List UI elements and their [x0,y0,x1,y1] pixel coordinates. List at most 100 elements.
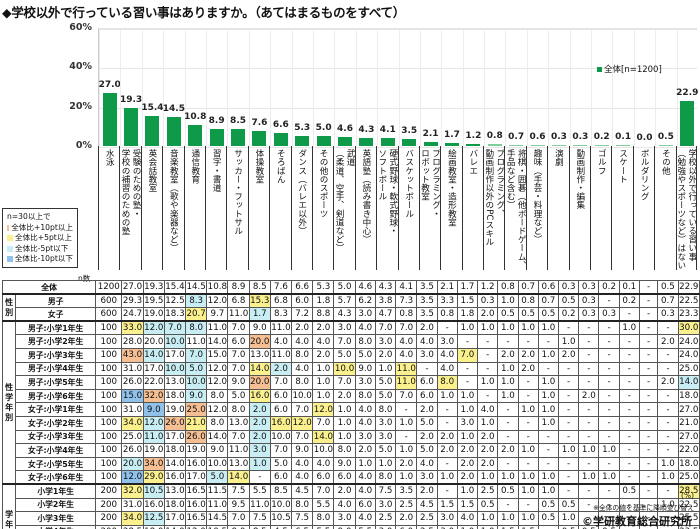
legend-swatch-icon [597,66,602,72]
bar [231,129,246,146]
table-cell: 5.0 [206,470,229,485]
table-cell: - [598,293,620,309]
table-cell: 17.0 [163,429,187,445]
table-cell: 5.3 [312,280,335,295]
table-cell: 8.0 [206,388,229,404]
bar-value-label: 7.6 [251,118,268,129]
table-cell: 3.0 [374,497,397,513]
bar-slot: 8.5 [227,29,248,146]
table-cell: 4.0 [477,402,499,417]
table-cell: 1.0 [248,456,271,472]
table-cell: 2.0 [312,347,335,363]
highlight-legend-label: 全体比+5pt以上 [15,233,72,242]
table-cell: 7.0 [291,429,314,445]
table-cell: - [618,375,640,390]
table-cell: 0.5 [657,280,679,295]
copyright: ©学研教育総合研究所 [582,515,692,528]
table-cell: 3.0 [374,334,397,349]
table-cell: 27.0 [677,402,700,417]
table-cell: 0.7 [657,293,679,309]
table-cell: 0.8 [517,293,539,309]
table-cell: 1.0 [657,470,679,485]
table-cell: 8.0 [436,375,458,390]
table-cell: 2.5 [416,511,438,526]
bar-value-label: 0.8 [486,131,503,142]
table-cell: 12.0 [185,524,208,529]
table-cell: 29.0 [142,470,165,485]
n-count: 100 [95,443,123,458]
table-cell: 6.2 [354,293,376,309]
bar-value-label: 19.3 [119,95,143,106]
bar [188,124,203,146]
category-label: そろばん [269,146,290,270]
table-cell: 7.0 [227,511,250,526]
table-cell: 6.0 [312,470,335,485]
bar-value-label: 10.8 [184,111,207,122]
table-cell: 1.0 [477,511,499,526]
table-cell: - [557,415,580,431]
category-label-text: 受験のための塾・ [131,149,142,218]
table-cell: 7.0 [269,375,293,390]
table-cell: 0.3 [598,307,620,322]
table-cell: 3.5 [416,293,438,309]
n-count: 1200 [95,280,123,295]
table-row: 女子:小学4年生 100 26.0 19.0 18.0 19.0 9.0 11.0 3.0 7.0… [3,443,700,458]
table-cell: 31.0 [121,497,144,513]
group-label: 性別 [1,293,17,322]
category-label: 武道 （柔道、空手、剣道など） [333,146,355,270]
table-cell: 10.0 [333,361,356,377]
table-cell: - [638,470,659,485]
table-cell: 20.0 [248,375,271,390]
bar [338,136,352,146]
n-count: 100 [95,415,123,431]
column-separator [99,29,100,146]
table-cell: 14.0 [248,361,271,377]
table-cell: 20.0 [142,334,165,349]
table-cell: - [578,375,600,390]
table-cell: 4.0 [416,456,438,472]
table-cell: 2.0 [416,483,438,499]
table-cell: 3.5 [416,307,438,322]
table-cell: 13.0 [163,483,187,499]
bar [209,128,224,146]
column-separator [291,29,293,146]
table-cell: 1.0 [497,470,519,485]
table-cell: - [477,361,499,377]
table-cell: 2.0 [657,375,679,390]
table-cell: 6.8 [227,293,250,309]
category-label: ダンス（バレエ以外） [290,146,312,270]
bar [594,144,609,146]
bar-slot: 0.7 [505,29,526,146]
bar-value-label: 0.6 [529,131,546,142]
category-label-text: 習字・書道 [211,149,222,192]
table-cell: 1.0 [578,443,600,458]
table-cell: 3.0 [354,429,376,445]
table-cell: - [638,388,659,404]
row-label: 小学2年生 [15,497,97,513]
table-cell: 2.0 [456,443,479,458]
category-label-text: ソフトボール [376,149,387,201]
table-cell: - [657,347,679,363]
table-cell: 9.5 [227,497,250,513]
column-separator [163,29,165,146]
category-label: 学校以外で行っている習い事 （勉強やスポーツなど）はない [675,146,697,270]
table-cell: 19.0 [163,402,187,417]
table-cell: 3.0 [416,470,438,485]
table-cell: 0.7 [537,293,559,309]
table-cell: 34.0 [121,511,144,526]
row-label: 女子:小学4年生 [15,443,97,458]
table-cell: 4.0 [436,347,458,363]
bar-value-label: 2.1 [422,128,439,139]
bar [530,144,545,146]
table-cell: 1.0 [333,402,356,417]
bar [124,108,139,146]
category-label-text: 通信教育 [189,149,200,184]
row-label: 男子 [15,293,97,309]
table-cell: 2.0 [248,429,271,445]
gridline [99,29,697,30]
table-cell: 0.3 [477,293,499,309]
bar-value-label: 4.1 [379,124,396,135]
bar-value-label: 4.3 [358,124,375,135]
table-cell: - [578,483,600,499]
category-label-text: 英会話教室 [146,149,157,192]
